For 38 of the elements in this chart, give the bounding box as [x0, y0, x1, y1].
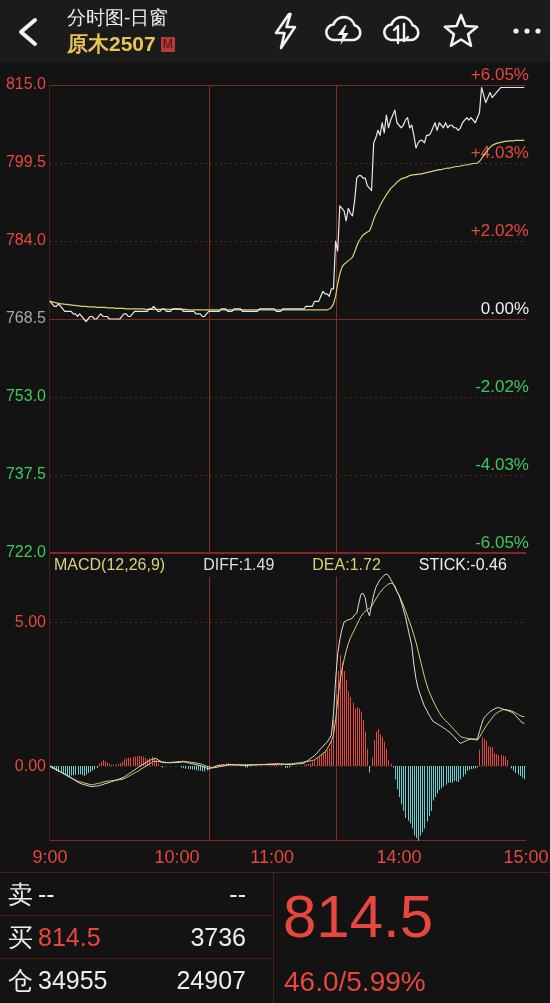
y-tick-label: 0.00 — [14, 756, 47, 774]
chart-title: 分时图-日窗 — [67, 6, 169, 30]
y-tick-label: 722.0 — [5, 543, 47, 561]
y2-tick-label: +6.05% — [470, 64, 529, 84]
annotation: STICK:-0.46 — [418, 555, 507, 575]
annotation: DIFF:1.49 — [203, 555, 275, 575]
y2-tick-label: -6.05% — [475, 532, 529, 552]
text: 46.0/5.99% — [284, 966, 426, 997]
y2-tick-label: -4.03% — [475, 454, 529, 474]
x-tick-label: 15:00 — [503, 846, 549, 867]
chart-title: MACD(12,26,9) — [54, 555, 166, 575]
y2-tick-label: -2.02% — [475, 376, 529, 396]
y-tick-label: 753.0 — [5, 387, 47, 405]
y-tick-label: 799.5 — [5, 153, 47, 171]
y-tick-label: 815.0 — [5, 75, 47, 93]
y-tick-label: 5.00 — [14, 612, 47, 630]
text: -- — [38, 880, 55, 909]
y-tick-label: 737.5 — [5, 465, 47, 483]
y-tick-label: 784.0 — [5, 231, 47, 249]
text: M — [160, 37, 175, 52]
y2-tick-label: +2.02% — [470, 220, 529, 240]
y2-tick-label: 0.00% — [480, 298, 529, 318]
text: 卖 — [8, 880, 33, 909]
text: 仓 — [8, 966, 33, 995]
text: 3736 — [190, 923, 246, 952]
annotation: DEA:1.72 — [312, 555, 381, 575]
y-tick-label: 768.5 — [5, 309, 47, 327]
text: 24907 — [176, 966, 246, 995]
x-tick-label: 10:00 — [154, 846, 200, 867]
x-tick-label: 11:00 — [250, 846, 294, 867]
text: 814.5 — [38, 923, 101, 952]
text: 买 — [8, 923, 33, 952]
text: -- — [229, 880, 246, 909]
x-tick-label: 9:00 — [32, 846, 68, 867]
chart-subtitle: 原木2507 — [67, 32, 156, 55]
text: 814.5 — [283, 883, 434, 950]
text: 34955 — [38, 966, 108, 995]
x-tick-label: 14:00 — [376, 846, 422, 867]
